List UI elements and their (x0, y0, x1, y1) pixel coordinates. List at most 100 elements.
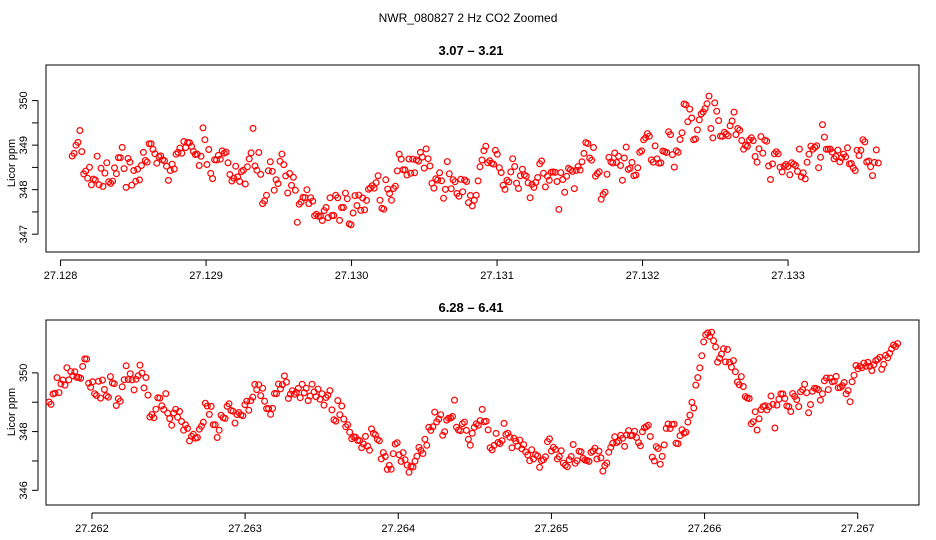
data-point (561, 188, 569, 196)
data-point (650, 457, 658, 465)
data-point (734, 124, 742, 132)
data-point (634, 164, 642, 172)
data-point (703, 100, 711, 108)
data-point (584, 140, 592, 148)
data-point (47, 400, 55, 408)
data-point (434, 176, 442, 184)
data-point (128, 376, 136, 384)
data-point (784, 163, 792, 171)
data-point (674, 440, 682, 448)
data-point (706, 332, 714, 340)
data-point (653, 155, 661, 163)
data-point (320, 401, 328, 409)
data-point (349, 209, 357, 217)
data-point (328, 406, 336, 414)
data-point (862, 362, 870, 370)
data-point (572, 166, 580, 174)
data-point (74, 138, 82, 146)
data-point (843, 144, 851, 152)
data-point (579, 454, 587, 462)
data-point (366, 446, 374, 454)
data-point (85, 163, 93, 171)
data-point (243, 163, 251, 171)
data-point (458, 420, 466, 428)
data-point (555, 205, 563, 213)
x-tick-label: 27.265 (535, 523, 569, 535)
x-tick-label: 27.133 (771, 270, 805, 282)
data-point (828, 148, 836, 156)
data-point (507, 168, 515, 176)
data-point (130, 167, 138, 175)
data-point (447, 414, 455, 422)
data-point (274, 180, 282, 188)
data-point (84, 174, 92, 182)
data-point (397, 457, 405, 465)
y-tick-label: 350 (18, 364, 30, 382)
data-point (268, 167, 276, 175)
data-point (547, 447, 555, 455)
data-point (492, 429, 500, 437)
data-point (357, 206, 365, 214)
data-point (307, 194, 315, 202)
data-point (138, 369, 146, 377)
data-point (866, 362, 874, 370)
data-point (840, 379, 848, 387)
data-point (688, 114, 696, 122)
data-point (140, 384, 148, 392)
data-point (294, 384, 302, 392)
data-point (569, 441, 577, 449)
data-point (526, 457, 534, 465)
data-point (767, 392, 775, 400)
data-point (838, 154, 846, 162)
data-point (120, 165, 128, 173)
panel-bottom: 6.28 – 6.41 Licor ppm 27.262 27.263 27.264… (6, 300, 920, 535)
data-point (261, 397, 269, 405)
data-point (441, 428, 449, 436)
data-point (239, 412, 247, 420)
data-point (149, 145, 157, 153)
data-point (65, 376, 73, 384)
data-point (430, 184, 438, 192)
data-point (867, 163, 875, 171)
data-point (132, 177, 140, 185)
data-point (203, 402, 211, 410)
data-point (106, 373, 114, 381)
data-point (857, 146, 865, 154)
data-point (771, 424, 779, 432)
data-point (622, 143, 630, 151)
data-point (868, 172, 876, 180)
data-point (168, 421, 176, 429)
data-point (98, 376, 106, 384)
data-point (245, 155, 253, 163)
data-point (124, 376, 132, 384)
data-point (166, 415, 174, 423)
data-point (803, 158, 811, 166)
y-tick-label: 350 (18, 91, 30, 109)
data-point (126, 370, 134, 378)
panel-top: 3.07 – 3.21 Licor ppm 27.128 27.129 27.130… (6, 43, 920, 282)
data-point (143, 158, 151, 166)
data-point (766, 176, 774, 184)
data-point (585, 457, 593, 465)
data-point (132, 375, 140, 383)
data-point (836, 384, 844, 392)
data-point (672, 147, 680, 155)
data-point (230, 174, 238, 182)
data-point (403, 461, 411, 469)
data-point (449, 176, 457, 184)
data-point (178, 149, 186, 157)
data-point (295, 200, 303, 208)
data-point (876, 353, 884, 361)
data-point (407, 169, 415, 177)
data-point (388, 196, 396, 204)
data-point (136, 361, 144, 369)
data-point (682, 428, 690, 436)
data-point (670, 163, 678, 171)
data-point (644, 421, 652, 429)
data-point (686, 411, 694, 419)
data-point (864, 358, 872, 366)
data-point (522, 172, 530, 180)
data-point (241, 401, 249, 409)
data-point (753, 426, 761, 434)
